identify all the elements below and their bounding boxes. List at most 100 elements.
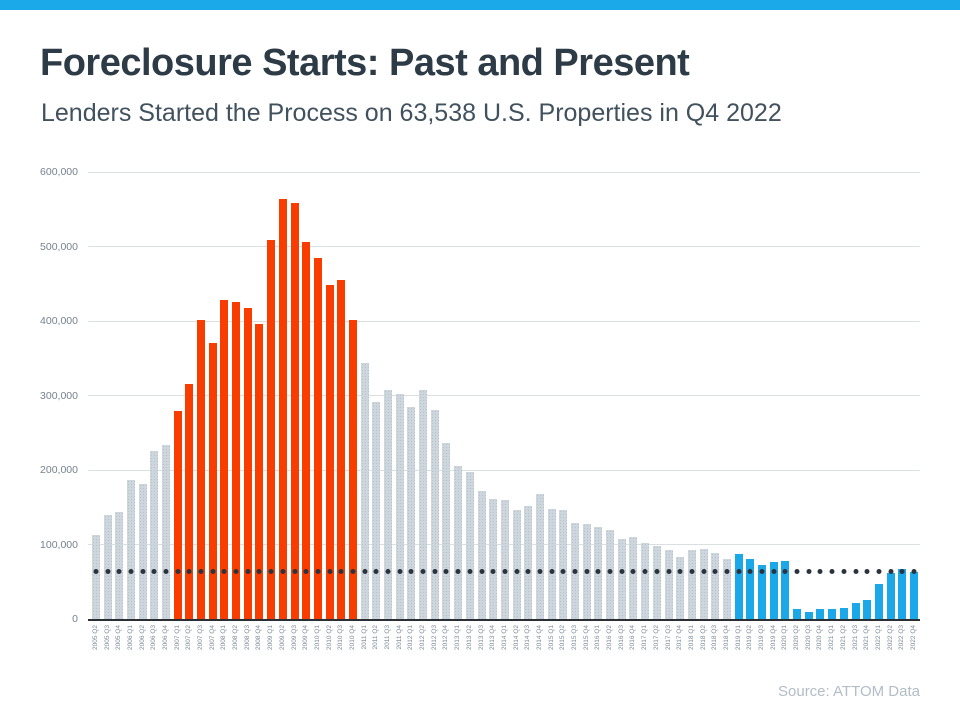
bar-2009-Q1 — [267, 239, 276, 619]
x-axis-tick-label: 2011 Q3 — [383, 625, 391, 650]
bar-slot: 2007 Q2 — [184, 172, 196, 650]
reference-line-dot — [116, 569, 122, 575]
reference-line-dot — [771, 569, 777, 575]
bar-slot: 2011 Q1 — [359, 172, 371, 649]
reference-line-dot — [736, 569, 742, 575]
y-axis-tick-label: 100,000 — [40, 538, 78, 551]
bar-slot: 2016 Q2 — [604, 172, 616, 650]
bar-2018-Q3 — [711, 552, 720, 619]
x-axis-tick-label: 2021 Q1 — [827, 625, 835, 650]
bar-2020-Q2 — [793, 609, 802, 619]
y-axis-tick-label: 400,000 — [40, 315, 78, 327]
x-axis-tick-label: 2006 Q3 — [150, 625, 158, 650]
bar-2008-Q4 — [255, 323, 264, 619]
x-axis-tick-label: 2022 Q2 — [886, 625, 894, 650]
bar-2014-Q2 — [512, 509, 521, 619]
bar-2018-Q1 — [687, 550, 696, 619]
bar-2013-Q2 — [465, 471, 474, 619]
x-axis-tick-label: 2019 Q3 — [757, 625, 765, 650]
bar-2011-Q3 — [384, 390, 393, 619]
reference-line-dot — [794, 569, 800, 575]
bar-2016-Q3 — [617, 539, 626, 619]
reference-line-dot — [595, 569, 601, 575]
bar-2020-Q4 — [816, 609, 825, 619]
x-axis-tick-label: 2017 Q1 — [640, 625, 648, 650]
reference-line-dot — [210, 569, 216, 575]
bar-slot: 2014 Q4 — [534, 172, 546, 650]
bar-slot: 2011 Q4 — [394, 172, 406, 649]
bar-2008-Q1 — [220, 300, 229, 619]
bar-2020-Q1 — [781, 560, 790, 619]
reference-line-dot — [724, 569, 730, 575]
bar-slot: 2015 Q2 — [558, 172, 570, 650]
x-axis-tick-label: 2014 Q2 — [512, 625, 520, 650]
bar-2009-Q3 — [290, 203, 299, 619]
reference-line-dot — [864, 569, 870, 575]
reference-line-dot — [630, 569, 636, 575]
bar-2021-Q4 — [863, 600, 872, 619]
x-axis-tick-label: 2014 Q4 — [535, 625, 543, 650]
x-axis-tick-label: 2010 Q1 — [313, 625, 321, 650]
reference-line-dot — [514, 569, 520, 575]
bar-2020-Q3 — [804, 611, 813, 619]
x-axis-tick-label: 2008 Q4 — [255, 625, 263, 650]
bar-2021-Q3 — [851, 602, 860, 619]
reference-line-dot — [198, 569, 204, 575]
x-axis-tick-label: 2020 Q3 — [804, 625, 812, 650]
x-axis-tick-label: 2021 Q3 — [851, 625, 859, 650]
bar-2022-Q2 — [886, 572, 895, 619]
bar-slot: 2010 Q4 — [347, 172, 359, 650]
bar-2005-Q2 — [91, 534, 100, 619]
bar-2007-Q1 — [173, 411, 182, 619]
bar-slot: 2013 Q2 — [464, 172, 476, 650]
bar-slot: 2020 Q4 — [815, 172, 827, 650]
bar-2021-Q2 — [839, 607, 848, 619]
bar-2012-Q3 — [430, 409, 439, 619]
y-axis-tick-label: 300,000 — [40, 389, 78, 402]
bar-slot: 2020 Q3 — [803, 172, 815, 650]
bar-slot: 2017 Q2 — [651, 172, 663, 650]
top-accent-banner — [0, 0, 960, 10]
x-axis-tick-label: 2021 Q2 — [839, 625, 847, 650]
x-axis-tick-label: 2006 Q2 — [138, 625, 146, 650]
reference-line-dot — [128, 569, 134, 575]
bar-slot: 2013 Q1 — [452, 172, 464, 650]
x-axis-tick-label: 2008 Q3 — [243, 625, 251, 650]
x-axis-tick-label: 2009 Q2 — [278, 625, 286, 650]
reference-line-dot — [397, 569, 403, 575]
bar-slot: 2007 Q3 — [195, 172, 207, 650]
bar-slot: 2022 Q1 — [873, 172, 885, 650]
bar-slot: 2008 Q1 — [219, 172, 231, 650]
bar-2013-Q3 — [477, 490, 486, 619]
x-axis-tick-label: 2015 Q2 — [559, 625, 567, 650]
bar-2006-Q1 — [126, 480, 135, 619]
bar-2011-Q1 — [360, 362, 369, 619]
bar-2019-Q2 — [746, 558, 755, 619]
bar-2008-Q2 — [232, 301, 241, 619]
x-axis-tick-label: 2009 Q3 — [290, 625, 298, 650]
bar-2006-Q3 — [150, 450, 159, 619]
x-axis-tick-label: 2008 Q1 — [220, 625, 228, 650]
bar-2016-Q2 — [606, 529, 615, 619]
reference-line-dot — [829, 569, 835, 575]
reference-line-dot — [677, 569, 683, 575]
bar-2012-Q1 — [407, 407, 416, 619]
reference-line-dot — [841, 569, 847, 575]
bar-2016-Q4 — [629, 537, 638, 619]
x-axis-tick-label: 2012 Q1 — [407, 625, 415, 650]
x-axis-tick-label: 2011 Q1 — [360, 625, 368, 650]
bar-2017-Q1 — [641, 543, 650, 619]
bar-2019-Q1 — [734, 554, 743, 619]
x-axis-tick-label: 2005 Q3 — [103, 625, 111, 650]
reference-line-dot — [268, 569, 274, 575]
bar-slot: 2017 Q4 — [674, 172, 686, 650]
bar-slot: 2007 Q4 — [207, 172, 219, 650]
bar-2017-Q3 — [664, 550, 673, 619]
bar-slot: 2009 Q4 — [300, 172, 312, 650]
bar-2010-Q1 — [313, 257, 322, 619]
gridline — [88, 395, 920, 396]
x-axis-tick-label: 2013 Q2 — [465, 625, 473, 650]
bar-slot: 2005 Q2 — [90, 172, 102, 650]
bar-2014-Q4 — [535, 493, 544, 619]
reference-line-dot — [350, 569, 356, 575]
